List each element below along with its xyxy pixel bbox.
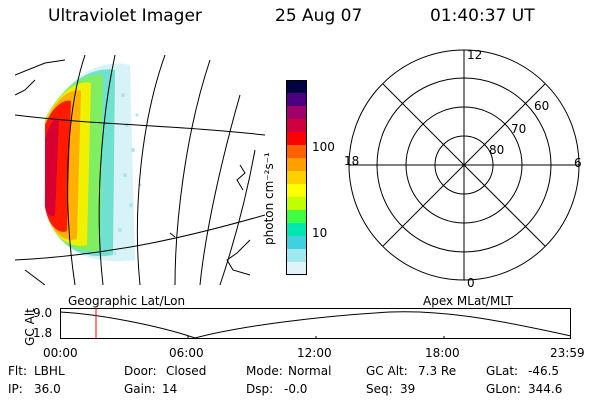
date-label: 25 Aug 07 [275,6,363,26]
colorbar-strip [286,119,307,133]
seq-label: Seq: [366,382,393,396]
geographic-image [15,55,265,285]
glon-label: GLon: [486,382,521,396]
colorbar-strip [286,236,307,250]
gain-label: Gain: [124,382,156,396]
colorbar-strip [286,145,307,159]
mode-value: Normal [288,364,332,378]
timeline-y-tick-min: 1.8 [33,326,53,340]
instrument-title: Ultraviolet Imager [48,6,202,26]
lat-label-70: 70 [511,122,526,136]
timeline-plot [59,308,572,339]
flt-label: Flt: [8,364,27,378]
timeline-x-tick-4: 23:59 [550,346,585,360]
flt-value: LBHL [34,364,65,378]
colorbar-strip [286,197,307,211]
ip-value: 36.0 [34,382,61,396]
mlt-label-12: 12 [467,48,482,62]
lat-label-60: 60 [534,99,549,113]
gain-value: 14 [162,382,178,396]
lat-label-80: 80 [489,143,504,157]
seq-value: 39 [400,382,416,396]
timeline-x-tick-3: 18:00 [425,346,460,360]
colorbar-units: photon cm⁻²s⁻¹ [262,152,276,245]
timeline-left-label: Geographic Lat/Lon [68,294,186,308]
dsp-value: -0.0 [284,382,308,396]
gcalt-value: 7.3 Re [418,364,457,378]
timeline-right-label: Apex MLat/MLT [423,294,513,308]
mlt-label-18: 18 [344,154,359,168]
mode-label: Mode: [246,364,283,378]
timeline-y-tick-max: 9.0 [33,306,53,320]
mlt-label-6: 6 [574,156,582,170]
colorbar-strip [286,184,307,198]
colorbar-tick-10: 10 [312,226,328,240]
colorbar-tick-100: 100 [312,140,335,154]
colorbar-strip [286,171,307,185]
glat-label: GLat: [486,364,519,378]
timeline-x-tick-0: 00:00 [43,346,78,360]
colorbar-strip [286,223,307,237]
colorbar [286,80,307,276]
colorbar-strip [286,249,307,263]
time-label: 01:40:37 UT [430,6,535,26]
colorbar-strip [286,132,307,146]
colorbar-strip [286,210,307,224]
ip-label: IP: [8,382,23,396]
timeline-x-tick-1: 06:00 [169,346,204,360]
colorbar-strip [286,158,307,172]
glon-value: 344.6 [528,382,563,396]
timeline-x-tick-2: 12:00 [297,346,332,360]
colorbar-strip [286,80,307,94]
mlt-label-0: 0 [467,276,475,290]
polar-plot: 12 0 18 6 60 70 80 [344,48,582,290]
colorbar-strip [286,106,307,120]
glat-value: -46.5 [528,364,560,378]
dsp-label: Dsp: [246,382,274,396]
door-label: Door: [124,364,157,378]
colorbar-strip [286,93,307,107]
gcalt-label: GC Alt: [366,364,408,378]
door-value: Closed [166,364,207,378]
colorbar-strip [286,262,307,276]
